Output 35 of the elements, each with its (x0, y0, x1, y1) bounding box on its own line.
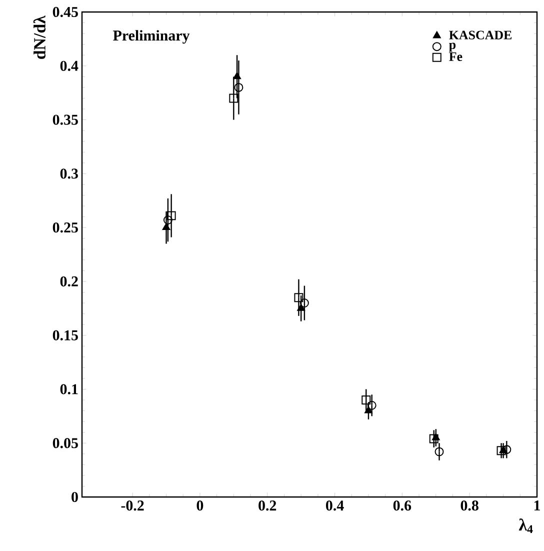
x-tick-label: 0 (196, 500, 204, 511)
point (429, 434, 438, 444)
point (496, 446, 506, 456)
annotation: Preliminary (113, 30, 190, 44)
point (294, 293, 304, 302)
x-tick-label: 0.8 (460, 500, 478, 511)
y-tick-label: 0.4 (60, 60, 78, 71)
x-tick-label: 0.6 (393, 500, 412, 511)
y-tick-label: 0.35 (52, 114, 78, 125)
point (229, 94, 238, 103)
y-tick-label: 0.05 (52, 438, 78, 448)
y-tick-label: 0.25 (52, 222, 78, 233)
x-tick-label: -0.2 (121, 500, 144, 511)
legend-label: Fe (449, 52, 462, 61)
x-tick-label: 1 (534, 500, 540, 510)
point (297, 304, 306, 311)
point (163, 216, 172, 224)
y-tick-label: 0.15 (52, 330, 78, 340)
y-tick-label: 0.3 (60, 168, 78, 179)
x-tick-label: 0.4 (326, 500, 344, 511)
y-tick-label: 0.1 (60, 384, 78, 394)
legend-label: p (449, 42, 456, 52)
y-tick-label: 0.45 (52, 6, 78, 18)
point (162, 223, 170, 230)
y-axis-title: dN/dλ (33, 15, 46, 59)
x-tick-label: 0.2 (258, 500, 276, 511)
y-tick-label: 0 (72, 492, 78, 502)
point (233, 72, 241, 80)
x-axis-title: λ$_{4}$ (518, 518, 533, 534)
point (364, 406, 372, 414)
y-tick-label: 0.2 (60, 276, 78, 287)
point (434, 447, 444, 456)
point (234, 82, 244, 92)
point (300, 298, 309, 308)
legend-label: KASCADE (449, 30, 512, 40)
